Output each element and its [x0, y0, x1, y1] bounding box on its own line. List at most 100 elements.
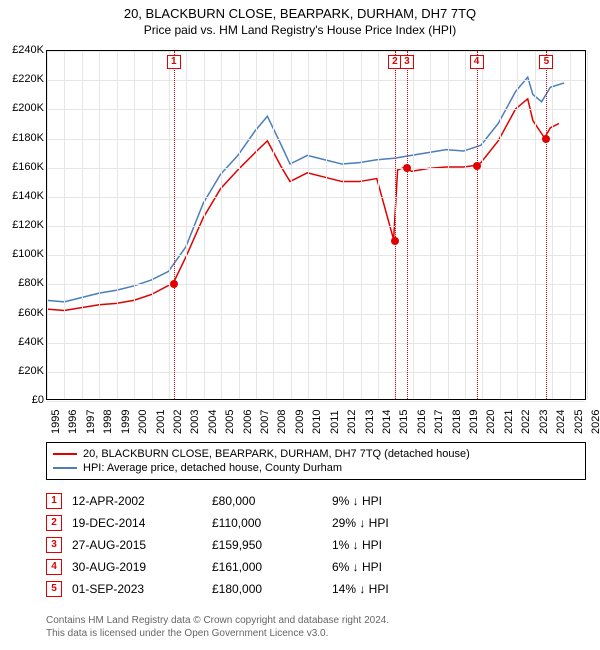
xtick-label: 2006 [242, 410, 254, 434]
gridline-h [47, 168, 585, 169]
sales-row: 112-APR-2002£80,0009% ↓ HPI [46, 490, 586, 512]
sales-row-number: 3 [46, 537, 62, 553]
sales-row-diff: 29% ↓ HPI [332, 516, 452, 530]
sales-row-number: 1 [46, 493, 62, 509]
sales-row-diff: 14% ↓ HPI [332, 582, 452, 596]
xtick-label: 1997 [85, 410, 97, 434]
gridline-v [152, 51, 153, 399]
gridline-v [517, 51, 518, 399]
sales-row-date: 01-SEP-2023 [72, 582, 202, 596]
ytick-label: £40K [18, 336, 44, 348]
ytick-label: £0 [32, 394, 44, 406]
sale-dot [403, 164, 411, 172]
xtick-label: 1995 [50, 410, 62, 434]
xtick-label: 2007 [259, 410, 271, 434]
xtick-label: 2014 [381, 410, 393, 434]
xtick-label: 1996 [67, 410, 79, 434]
legend-item: HPI: Average price, detached house, Coun… [53, 461, 579, 475]
sale-marker-line [477, 51, 478, 399]
xtick-label: 2017 [433, 410, 445, 434]
xtick-label: 2020 [485, 410, 497, 434]
ytick-label: £120K [12, 219, 44, 231]
xtick-label: 2009 [294, 410, 306, 434]
ytick-label: £20K [18, 365, 44, 377]
sales-row-price: £110,000 [212, 516, 322, 530]
gridline-h [47, 314, 585, 315]
sales-row-number: 2 [46, 515, 62, 531]
gridline-h [47, 109, 585, 110]
xtick-label: 1999 [120, 410, 132, 434]
series-line [47, 77, 564, 302]
gridline-v [273, 51, 274, 399]
gridline-h [47, 255, 585, 256]
xtick-label: 2003 [189, 410, 201, 434]
sales-row-price: £180,000 [212, 582, 322, 596]
sales-row: 327-AUG-2015£159,9501% ↓ HPI [46, 534, 586, 556]
gridline-h [47, 343, 585, 344]
chart-plot-area: 12345 [46, 50, 586, 400]
footer-line-1: Contains HM Land Registry data © Crown c… [46, 614, 389, 627]
gridline-v [482, 51, 483, 399]
gridline-v [430, 51, 431, 399]
sales-row-diff: 1% ↓ HPI [332, 538, 452, 552]
xtick-label: 2022 [520, 410, 532, 434]
ytick-label: £80K [18, 277, 44, 289]
ytick-label: £200K [12, 102, 44, 114]
xtick-label: 2019 [468, 410, 480, 434]
gridline-v [204, 51, 205, 399]
xtick-label: 2018 [451, 410, 463, 434]
xtick-label: 2011 [329, 410, 341, 434]
gridline-v [117, 51, 118, 399]
xtick-label: 2012 [346, 410, 358, 434]
sales-row: 501-SEP-2023£180,00014% ↓ HPI [46, 578, 586, 600]
sales-row-date: 19-DEC-2014 [72, 516, 202, 530]
gridline-v [448, 51, 449, 399]
xtick-label: 2002 [172, 410, 184, 434]
xtick-label: 2026 [590, 410, 600, 434]
xtick-label: 2016 [416, 410, 428, 434]
sales-row: 430-AUG-2019£161,0006% ↓ HPI [46, 556, 586, 578]
sales-row-date: 12-APR-2002 [72, 494, 202, 508]
gridline-v [552, 51, 553, 399]
sales-row-date: 30-AUG-2019 [72, 560, 202, 574]
gridline-v [308, 51, 309, 399]
xtick-label: 2024 [555, 410, 567, 434]
xtick-label: 2023 [538, 410, 550, 434]
gridline-h [47, 197, 585, 198]
sale-marker-line [407, 51, 408, 399]
xtick-label: 2015 [398, 410, 410, 434]
ytick-label: £60K [18, 307, 44, 319]
xtick-label: 2025 [573, 410, 585, 434]
gridline-h [47, 139, 585, 140]
sale-marker-box: 3 [400, 55, 414, 69]
sales-table: 112-APR-2002£80,0009% ↓ HPI219-DEC-2014£… [46, 490, 586, 600]
sale-marker-box: 4 [470, 55, 484, 69]
gridline-v [221, 51, 222, 399]
sales-row-price: £159,950 [212, 538, 322, 552]
sale-marker-line [395, 51, 396, 399]
gridline-v [291, 51, 292, 399]
sales-row: 2 19-DEC-2014 £110,000 29% ↓ HPI [46, 512, 586, 534]
xtick-label: 2001 [155, 410, 167, 434]
gridline-v [239, 51, 240, 399]
gridline-v [361, 51, 362, 399]
gridline-h [47, 51, 585, 52]
gridline-v [134, 51, 135, 399]
sale-dot [542, 135, 550, 143]
xtick-label: 2005 [224, 410, 236, 434]
gridline-v [587, 51, 588, 399]
chart-svg [47, 51, 585, 399]
ytick-label: £100K [12, 248, 44, 260]
xtick-label: 2008 [276, 410, 288, 434]
gridline-v [343, 51, 344, 399]
sale-marker-box: 1 [167, 55, 181, 69]
gridline-h [47, 80, 585, 81]
gridline-v [186, 51, 187, 399]
gridline-v [465, 51, 466, 399]
sale-marker-line [546, 51, 547, 399]
legend: 20, BLACKBURN CLOSE, BEARPARK, DURHAM, D… [46, 442, 586, 480]
xtick-label: 2013 [364, 410, 376, 434]
gridline-v [256, 51, 257, 399]
sale-dot [473, 162, 481, 170]
gridline-h [47, 284, 585, 285]
